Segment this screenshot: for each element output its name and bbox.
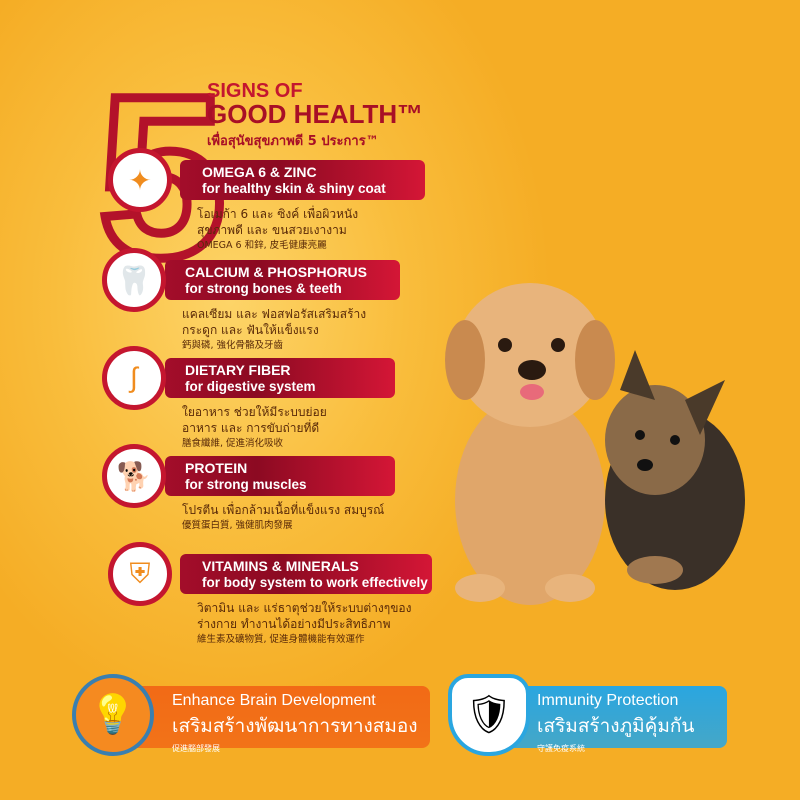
item-description: โปรตีน เพื่อกล้ามเนื้อที่แข็งแรง สมบูรณ์… <box>182 502 384 534</box>
item-subtitle: for strong bones & teeth <box>185 281 342 296</box>
benefit-badge: Enhance Brain Development เสริมสร้างพัฒน… <box>100 686 430 753</box>
item-title: DIETARY FIBER <box>185 362 291 378</box>
item-title: PROTEIN <box>185 460 248 476</box>
title-line2: GOOD HEALTH™ <box>207 99 424 129</box>
thai-line1: ใยอาหาร ช่วยให้มีระบบย่อย <box>182 405 327 419</box>
title-thai: เพื่อสุนัขสุขภาพดี 5 ประการ™ <box>207 134 379 149</box>
lightbulb-icon: 💡 <box>72 674 154 756</box>
chinese-line: 膳食纖維, 促進消化吸收 <box>182 438 284 449</box>
item-title: CALCIUM & PHOSPHORUS <box>185 264 368 280</box>
thai-line2: กระดูก และ ฟันให้แข็งแรง <box>182 323 319 337</box>
puppies-image <box>445 283 745 605</box>
item-header-bar: CALCIUM & PHOSPHORUS for strong bones & … <box>165 260 400 300</box>
badge-thai: เสริมสร้างพัฒนาการทางสมอง <box>172 715 418 737</box>
title-line1: SIGNS OF <box>207 80 303 102</box>
item-description: ใยอาหาร ช่วยให้มีระบบย่อย อาหาร และ การข… <box>182 404 327 452</box>
thai-line2: อาหาร และ การขับถ่ายที่ดี <box>182 421 320 435</box>
badge-chinese: 守護免疫系統 <box>537 744 585 753</box>
thai-line1: วิตามิน และ แร่ธาตุช่วยให้ระบบต่างๆของ <box>197 601 412 615</box>
item-description: โอเมก้า 6 และ ซิงค์ เพื่อผิวหนัง สุขภาพด… <box>197 206 358 254</box>
item-subtitle: for healthy skin & shiny coat <box>202 181 386 196</box>
tooth-icon: 🦷 <box>102 248 166 312</box>
item-subtitle: for body system to work effectively <box>202 575 428 590</box>
hair-icon: ✦ <box>108 148 172 212</box>
item-title: OMEGA 6 & ZINC <box>202 164 317 180</box>
running-dog-icon: 🐕 <box>102 444 166 508</box>
thai-line1: โปรตีน เพื่อกล้ามเนื้อที่แข็งแรง สมบูรณ์ <box>182 503 385 517</box>
shield-icon: ⛨ <box>108 542 172 606</box>
thai-line2: สุขภาพดี และ ขนสวยเงางาม <box>197 223 347 237</box>
item-header-bar: VITAMINS & MINERALS for body system to w… <box>180 554 432 594</box>
stomach-icon: ∫ <box>102 346 166 410</box>
item-header-bar: PROTEIN for strong muscles <box>165 456 395 496</box>
thai-line2: ร่างกาย ทำงานได้อย่างมีประสิทธิภาพ <box>197 617 391 631</box>
chinese-line: 維生素及礦物質, 促進身體機能有效運作 <box>197 634 365 645</box>
shield-dog-icon: 🛡 <box>448 674 530 756</box>
item-description: แคลเซียม และ ฟอสฟอรัสเสริมสร้าง กระดูก แ… <box>182 306 366 354</box>
item-subtitle: for digestive system <box>185 379 316 394</box>
badge-title: Enhance Brain Development <box>172 692 376 709</box>
badge-thai: เสริมสร้างภูมิคุ้มกัน <box>537 715 695 737</box>
item-title: VITAMINS & MINERALS <box>202 558 359 574</box>
item-header-bar: DIETARY FIBER for digestive system <box>165 358 395 398</box>
badge-chinese: 促進腦部發展 <box>172 744 220 753</box>
thai-line1: แคลเซียม และ ฟอสฟอรัสเสริมสร้าง <box>182 307 367 321</box>
chinese-line: OMEGA 6 和鋅, 皮毛健康亮麗 <box>197 240 327 251</box>
chinese-line: 鈣與磷, 強化骨骼及牙齒 <box>182 340 284 351</box>
thai-line1: โอเมก้า 6 และ ซิงค์ เพื่อผิวหนัง <box>197 207 359 221</box>
item-description: วิตามิน และ แร่ธาตุช่วยให้ระบบต่างๆของ ร… <box>197 600 412 648</box>
chinese-line: 優質蛋白質, 強健肌肉發展 <box>182 520 293 531</box>
badge-title: Immunity Protection <box>537 692 679 709</box>
item-subtitle: for strong muscles <box>185 477 307 492</box>
item-header-bar: OMEGA 6 & ZINC for healthy skin & shiny … <box>180 160 425 200</box>
